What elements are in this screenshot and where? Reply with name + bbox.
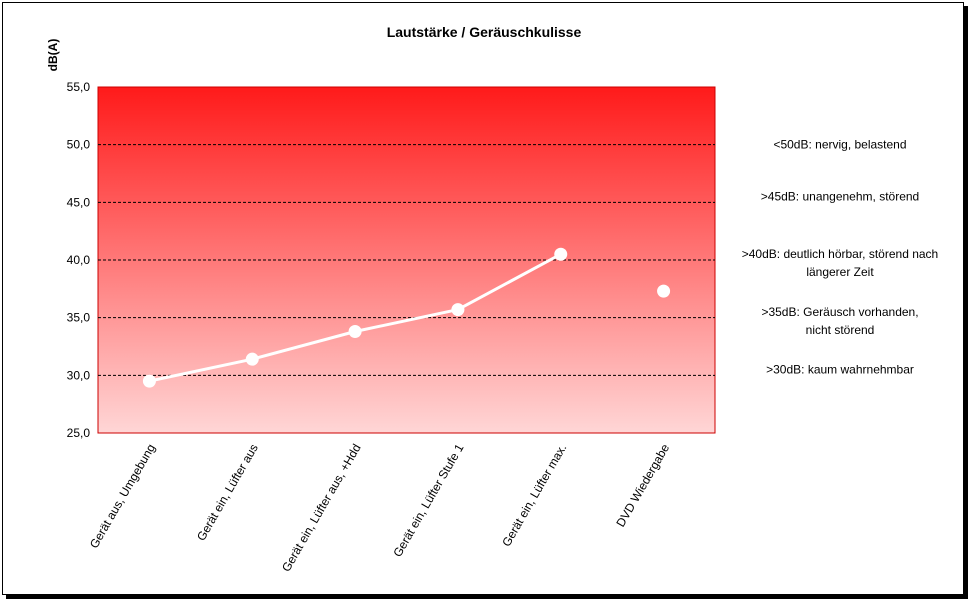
y-tick-label: 35,0 [67,311,91,325]
y-tick-label: 55,0 [67,80,91,94]
data-point [245,352,259,366]
annotation-text: >45dB: unangenehm, störend [761,190,919,204]
data-point [451,303,465,317]
x-axis-categories: Gerät aus, Umgebung Gerät ein, Lüfter aus… [87,441,672,574]
x-category-label: Gerät ein, Lüfter aus, +Hdd [279,442,364,575]
x-category-label: Gerät aus, Umgebung [87,442,158,551]
annotations: <50dB: nervig, belastend >45dB: unangeneh… [742,138,938,377]
annotation-text: längerer Zeit [806,265,874,279]
annotation-text: >30dB: kaum wahrnehmbar [766,363,914,377]
x-category-label: Gerät ein, Lüfter aus [194,442,261,544]
data-point [348,325,362,339]
annotation-text: >35dB: Geräusch vorhanden, [761,305,918,319]
y-axis-ticks: 25,0 30,0 35,0 40,0 45,0 50,0 55,0 [67,80,91,440]
y-tick-label: 40,0 [67,253,91,267]
data-point [554,247,568,261]
y-tick-label: 25,0 [67,426,91,440]
y-tick-label: 50,0 [67,138,91,152]
data-point [142,374,156,388]
x-category-label: DVD Wiedergabe [613,441,672,529]
x-category-label: Gerät ein, Lüfter Stufe 1 [390,441,466,559]
y-axis-label: dB(A) [46,39,60,72]
series-points [142,247,671,388]
grid-lines [98,144,715,376]
data-point [657,284,671,298]
annotation-text: >40dB: deutlich hörbar, störend nach [742,247,938,261]
annotation-text: nicht störend [806,323,875,337]
annotation-text: <50dB: nervig, belastend [773,138,906,152]
y-tick-label: 30,0 [67,368,91,382]
chart-title: Lautstärke / Geräuschkulisse [387,24,582,40]
x-category-label: Gerät ein, Lüfter max. [499,442,569,550]
y-tick-label: 45,0 [67,195,91,209]
